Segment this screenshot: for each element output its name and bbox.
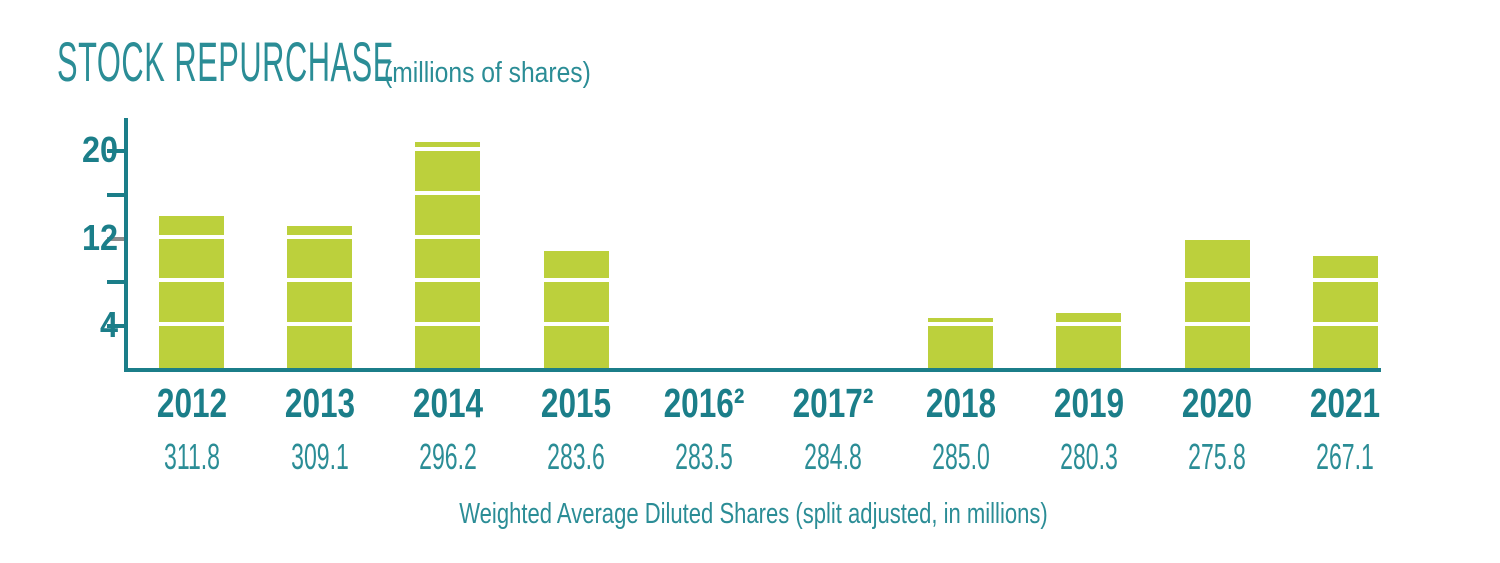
bar-segment-separator	[159, 322, 224, 327]
y-tick-4	[107, 324, 124, 329]
share-value-2018: 285.0	[931, 436, 990, 477]
year-label-2014: 2014	[412, 380, 484, 426]
share-value-2016²: 283.5	[675, 436, 734, 477]
chart-subtitle: (millions of shares)	[384, 57, 591, 89]
y-axis-line	[124, 118, 128, 372]
share-value-2021: 267.1	[1316, 436, 1375, 477]
bar-segment-separator	[1056, 322, 1122, 327]
x-axis-caption: Weighted Average Diluted Shares (split a…	[459, 498, 1048, 530]
share-value-2014: 296.2	[419, 436, 477, 477]
bar-segment-separator	[415, 278, 481, 283]
year-label-2013: 2013	[284, 380, 355, 426]
bar-segment-separator	[1184, 278, 1250, 283]
share-value-2015: 283.6	[547, 436, 605, 477]
bar-2019	[1056, 313, 1122, 368]
year-label-2020: 2020	[1181, 380, 1253, 426]
bar-segment-separator	[159, 278, 224, 283]
bar-segment-separator	[1312, 322, 1378, 327]
bar-segment-separator	[415, 234, 481, 239]
share-value-2017²: 284.8	[803, 436, 862, 477]
bar-segment-separator	[1184, 322, 1250, 327]
bar-segment-separator	[287, 278, 353, 283]
share-value-2020: 275.8	[1188, 436, 1246, 477]
bar-segment-separator	[415, 190, 481, 195]
chart-title: STOCK REPURCHASE	[57, 30, 394, 93]
y-tick-12	[107, 236, 124, 241]
share-value-2013: 309.1	[290, 436, 349, 477]
x-axis-line	[124, 368, 1381, 372]
bar-segment-separator	[287, 234, 353, 239]
share-value-2012: 311.8	[163, 436, 220, 477]
y-tick-8	[107, 280, 124, 285]
year-label-2015: 2015	[540, 380, 612, 426]
bar-segment-separator	[1312, 278, 1378, 283]
bar-2013	[287, 225, 353, 368]
year-label-2017²: 2017²	[792, 380, 873, 426]
bar-segment-separator	[287, 322, 353, 327]
bar-segment-separator	[415, 322, 481, 327]
bar-2021	[1312, 256, 1378, 368]
y-tick-20	[107, 149, 124, 154]
year-label-2012: 2012	[156, 380, 227, 426]
bar-2020	[1184, 240, 1250, 368]
bar-segment-separator	[543, 278, 609, 283]
share-value-2019: 280.3	[1060, 436, 1118, 477]
year-label-2021: 2021	[1310, 380, 1381, 426]
year-label-2018: 2018	[925, 380, 996, 426]
year-label-2019: 2019	[1053, 380, 1125, 426]
bar-segment-separator	[928, 322, 994, 327]
bar-2018	[928, 317, 994, 368]
bar-2012	[159, 215, 224, 368]
bar-segment-separator	[159, 234, 224, 239]
bar-segment-separator	[415, 147, 481, 152]
year-label-2016²: 2016²	[663, 380, 745, 426]
y-tick-16	[107, 192, 124, 197]
y-tick-label-4: 4	[99, 304, 118, 346]
y-tick-label-20: 20	[81, 129, 118, 171]
bar-segment-separator	[543, 322, 609, 327]
bar-2014	[415, 141, 481, 368]
bar-2015	[543, 250, 609, 368]
y-tick-label-12: 12	[81, 216, 118, 258]
